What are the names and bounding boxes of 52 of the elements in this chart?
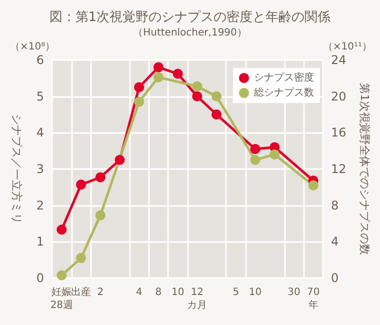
point bbox=[270, 149, 280, 160]
point bbox=[153, 72, 164, 82]
y-tick-label: 4 bbox=[36, 126, 44, 140]
y-tick-label: 5 bbox=[36, 89, 44, 104]
x-tick-label: 70 年 bbox=[306, 287, 320, 311]
point bbox=[250, 154, 260, 165]
x-tick-label: 10 bbox=[171, 287, 184, 298]
point bbox=[134, 96, 144, 107]
y2-tick-label: 8 bbox=[331, 198, 339, 212]
point bbox=[192, 81, 202, 92]
x-tick-label: 8 bbox=[155, 287, 162, 298]
point bbox=[212, 110, 222, 120]
chart-title: 図：第1次視覚野のシナプスの密度と年齢の関係 bbox=[49, 9, 331, 25]
point bbox=[134, 82, 144, 92]
y-tick-label: 6 bbox=[36, 53, 44, 67]
x-tick-label: 10 bbox=[248, 287, 262, 298]
y2-tick-label: 16 bbox=[331, 126, 346, 140]
y-tick-label: 3 bbox=[36, 162, 44, 176]
point bbox=[95, 210, 106, 220]
x-tick-label: 4 bbox=[136, 287, 142, 298]
text: （×10¹¹） bbox=[322, 42, 372, 52]
point bbox=[114, 154, 125, 165]
y2-tick-label: 20 bbox=[331, 89, 346, 104]
legend-label: シナプス密度 bbox=[254, 72, 314, 84]
y-tick-label: 0 bbox=[36, 271, 44, 285]
point bbox=[56, 270, 67, 280]
y2-tick-label: 24 bbox=[331, 53, 346, 67]
y-tick-label: 2 bbox=[36, 198, 44, 212]
point bbox=[153, 62, 164, 72]
x-tick-label: 5 bbox=[232, 287, 240, 298]
point bbox=[76, 180, 86, 190]
y-tick-label: 1 bbox=[36, 234, 44, 249]
y-axis-title: シナプス／一立方ミリ bbox=[10, 114, 23, 224]
point bbox=[76, 253, 86, 264]
point bbox=[250, 144, 260, 154]
point bbox=[56, 224, 67, 235]
y2-tick-label: 4 bbox=[331, 234, 339, 249]
x-tick-label: 出産 bbox=[71, 286, 92, 298]
text: （×10⁸） bbox=[10, 42, 56, 52]
legend-label: 総シナプス数 bbox=[253, 86, 314, 98]
point bbox=[212, 91, 222, 102]
point bbox=[95, 172, 106, 182]
x-tick-label: 12 カ月 bbox=[187, 287, 208, 311]
point bbox=[172, 68, 183, 79]
y2-axis-title: 第1次視覚野全体でのシナプスの数 bbox=[358, 83, 371, 255]
y2-tick-label: 0 bbox=[331, 271, 339, 285]
x-tick-label: 2 bbox=[97, 287, 104, 298]
chart-subtitle: （Huttenlocher,1990） bbox=[133, 28, 247, 38]
y2-tick-label: 12 bbox=[331, 162, 346, 176]
point bbox=[192, 91, 202, 102]
x-tick-label: 30 bbox=[288, 287, 300, 298]
point bbox=[308, 180, 318, 190]
